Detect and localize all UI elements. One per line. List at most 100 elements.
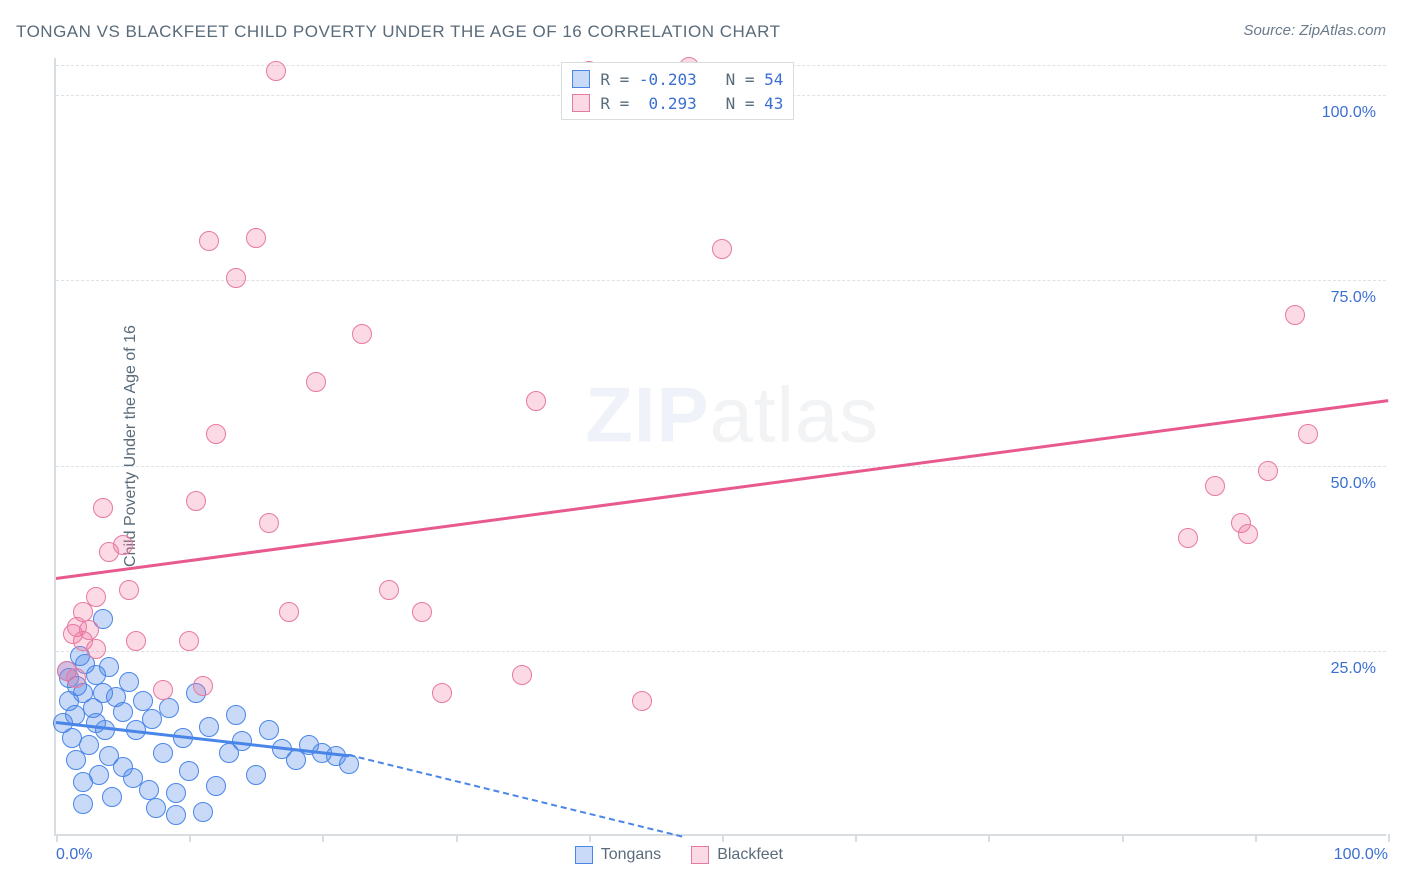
data-point bbox=[139, 780, 159, 800]
data-point bbox=[199, 231, 219, 251]
data-point bbox=[279, 602, 299, 622]
data-point bbox=[1258, 461, 1278, 481]
data-point bbox=[113, 702, 133, 722]
data-point bbox=[166, 805, 186, 825]
data-point bbox=[133, 691, 153, 711]
data-point bbox=[173, 728, 193, 748]
data-point bbox=[259, 513, 279, 533]
data-point bbox=[206, 776, 226, 796]
data-point bbox=[159, 698, 179, 718]
data-point bbox=[99, 657, 119, 677]
legend-swatch bbox=[572, 70, 590, 88]
legend-swatch bbox=[575, 846, 593, 864]
data-point bbox=[89, 765, 109, 785]
plot-area: ZIPatlas 25.0%50.0%75.0%100.0%0.0%100.0%… bbox=[54, 58, 1386, 836]
y-tick-label: 50.0% bbox=[1331, 475, 1376, 493]
data-point bbox=[379, 580, 399, 600]
data-point bbox=[73, 794, 93, 814]
legend-label: Tongans bbox=[601, 846, 662, 864]
data-point bbox=[102, 787, 122, 807]
data-point bbox=[1298, 424, 1318, 444]
data-point bbox=[266, 61, 286, 81]
y-tick-label: 75.0% bbox=[1331, 289, 1376, 307]
legend-swatch bbox=[572, 94, 590, 112]
data-point bbox=[86, 639, 106, 659]
data-point bbox=[146, 798, 166, 818]
legend-item: Tongans bbox=[575, 846, 662, 864]
x-tick-label: 0.0% bbox=[56, 846, 92, 864]
data-point bbox=[1285, 305, 1305, 325]
legend-label: Blackfeet bbox=[717, 846, 783, 864]
data-point bbox=[1238, 524, 1258, 544]
x-tick bbox=[855, 834, 857, 842]
data-point bbox=[199, 717, 219, 737]
data-point bbox=[232, 731, 252, 751]
x-tick bbox=[1122, 834, 1124, 842]
data-point bbox=[352, 324, 372, 344]
data-point bbox=[526, 391, 546, 411]
watermark: ZIPatlas bbox=[585, 369, 879, 460]
data-point bbox=[126, 631, 146, 651]
x-tick-label: 100.0% bbox=[1334, 846, 1388, 864]
x-tick bbox=[988, 834, 990, 842]
data-point bbox=[193, 802, 213, 822]
data-point bbox=[246, 765, 266, 785]
legend-stats-row: R = -0.203 N = 54 bbox=[572, 67, 783, 91]
correlation-chart: TONGAN VS BLACKFEET CHILD POVERTY UNDER … bbox=[0, 0, 1406, 892]
x-tick bbox=[56, 834, 58, 842]
data-point bbox=[339, 754, 359, 774]
data-point bbox=[246, 228, 266, 248]
data-point bbox=[179, 631, 199, 651]
series-legend: Tongans Blackfeet bbox=[575, 846, 783, 864]
legend-stats: R = -0.203 N = 54R = 0.293 N = 43 bbox=[561, 62, 794, 120]
y-tick-label: 25.0% bbox=[1331, 660, 1376, 678]
data-point bbox=[259, 720, 279, 740]
data-point bbox=[153, 680, 173, 700]
data-point bbox=[153, 743, 173, 763]
data-point bbox=[226, 268, 246, 288]
x-tick bbox=[456, 834, 458, 842]
source-label: Source: ZipAtlas.com bbox=[1243, 22, 1386, 39]
x-tick bbox=[1388, 834, 1390, 842]
x-tick bbox=[722, 834, 724, 842]
gridline bbox=[56, 280, 1386, 281]
x-tick bbox=[189, 834, 191, 842]
x-tick bbox=[322, 834, 324, 842]
data-point bbox=[79, 735, 99, 755]
gridline bbox=[56, 651, 1386, 652]
data-point bbox=[206, 424, 226, 444]
legend-stats-row: R = 0.293 N = 43 bbox=[572, 91, 783, 115]
data-point bbox=[306, 372, 326, 392]
trend-line bbox=[349, 755, 682, 838]
data-point bbox=[632, 691, 652, 711]
x-tick bbox=[1255, 834, 1257, 842]
legend-swatch bbox=[691, 846, 709, 864]
data-point bbox=[1178, 528, 1198, 548]
data-point bbox=[65, 705, 85, 725]
data-point bbox=[142, 709, 162, 729]
data-point bbox=[412, 602, 432, 622]
data-point bbox=[166, 783, 186, 803]
data-point bbox=[226, 705, 246, 725]
gridline bbox=[56, 466, 1386, 467]
data-point bbox=[86, 587, 106, 607]
data-point bbox=[432, 683, 452, 703]
data-point bbox=[712, 239, 732, 259]
data-point bbox=[95, 720, 115, 740]
data-point bbox=[179, 761, 199, 781]
y-tick-label: 100.0% bbox=[1322, 104, 1376, 122]
trend-line bbox=[56, 399, 1388, 580]
data-point bbox=[186, 491, 206, 511]
data-point bbox=[512, 665, 532, 685]
data-point bbox=[193, 676, 213, 696]
chart-title: TONGAN VS BLACKFEET CHILD POVERTY UNDER … bbox=[16, 22, 780, 42]
data-point bbox=[113, 535, 133, 555]
data-point bbox=[66, 668, 86, 688]
legend-item: Blackfeet bbox=[691, 846, 783, 864]
data-point bbox=[93, 498, 113, 518]
data-point bbox=[119, 672, 139, 692]
data-point bbox=[119, 580, 139, 600]
data-point bbox=[1205, 476, 1225, 496]
data-point bbox=[79, 620, 99, 640]
x-tick bbox=[589, 834, 591, 842]
